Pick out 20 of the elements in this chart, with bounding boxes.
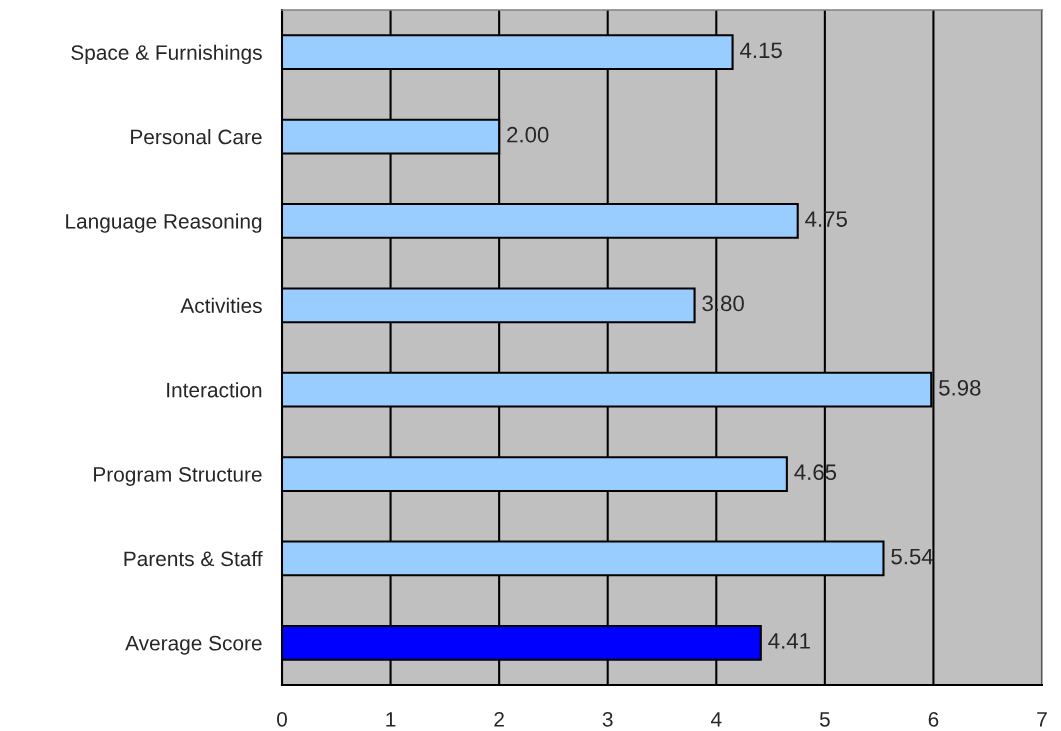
x-tick-label: 4 xyxy=(710,712,722,727)
y-tick-label: Space & Furnishings xyxy=(71,44,262,65)
y-tick-label: Average Score xyxy=(125,635,262,655)
data-label: 2.00 xyxy=(507,126,549,143)
x-tick-label: 7 xyxy=(1037,712,1047,727)
y-tick-label: Activities xyxy=(180,297,262,314)
x-tick-label: 6 xyxy=(928,711,939,727)
y-tick-label: Program Structure xyxy=(94,467,262,486)
data-label: 4.15 xyxy=(740,42,782,59)
y-tick-label: Interaction xyxy=(167,382,262,398)
x-tick-label: 3 xyxy=(602,711,613,727)
data-label: 4.41 xyxy=(768,633,810,649)
x-tick-label: 0 xyxy=(277,711,287,727)
data-label: 5.98 xyxy=(939,379,981,396)
x-tick-label: 5 xyxy=(819,712,830,727)
y-tick-label: Language Reasoning xyxy=(66,213,262,233)
y-tick-label: Personal Care xyxy=(131,129,262,145)
y-tick-label: Parents & Staff xyxy=(124,550,263,567)
x-tick-label: 2 xyxy=(494,711,504,727)
x-tick-label: 1 xyxy=(386,712,396,727)
